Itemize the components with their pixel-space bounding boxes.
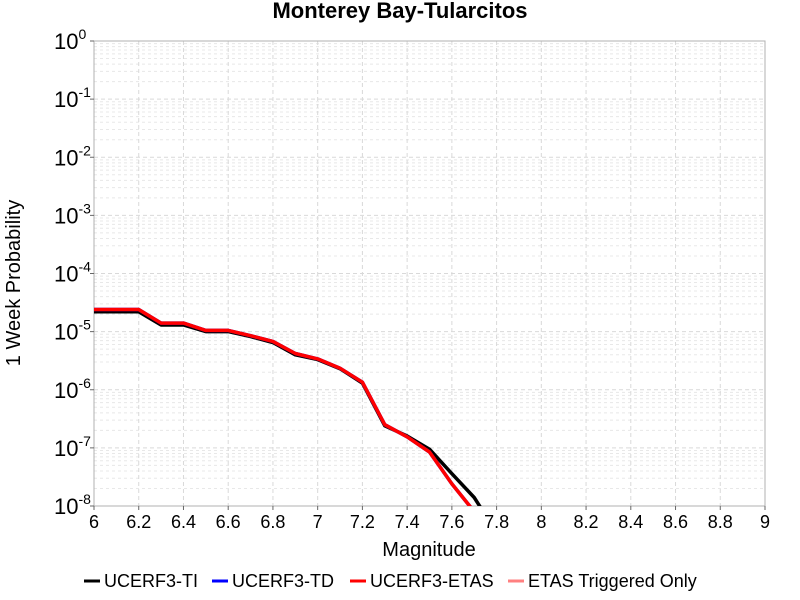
series-lines — [94, 307, 482, 506]
chart-title: Monterey Bay-Tularcitos — [272, 0, 527, 23]
x-tick-label: 6.6 — [216, 512, 241, 532]
y-axis-ticks: 100 10-1 10-2 10-3 10-4 10-5 10-6 10-7 10-8 — [54, 26, 94, 519]
x-axis-label: Magnitude — [382, 539, 475, 561]
legend-label-etas-triggered-only: ETAS Triggered Only — [528, 571, 697, 591]
x-tick-label: 6.4 — [171, 512, 196, 532]
x-axis-ticks: 6 6.2 6.4 6.6 6.8 7 7.2 7.4 7.6 7.8 8 8.2 8.4 8.6 8.8 9 — [89, 506, 770, 532]
x-tick-label: 6 — [89, 512, 99, 532]
x-tick-label: 6.8 — [260, 512, 285, 532]
y-tick-label: 10-8 — [54, 491, 91, 519]
x-tick-label: 8.4 — [618, 512, 643, 532]
legend: UCERF3-TI UCERF3-TD UCERF3-ETAS ETAS Trigge… — [84, 571, 697, 591]
x-tick-label: 8.6 — [663, 512, 688, 532]
x-tick-label: 7.4 — [395, 512, 420, 532]
legend-label-ucerf3-ti: UCERF3-TI — [104, 571, 198, 591]
legend-label-ucerf3-td: UCERF3-TD — [232, 571, 334, 591]
x-tick-label: 8 — [536, 512, 546, 532]
y-tick-label: 10-5 — [54, 317, 91, 345]
y-tick-label: 10-6 — [54, 375, 91, 403]
y-tick-label: 10-4 — [54, 259, 91, 287]
x-tick-label: 6.2 — [126, 512, 151, 532]
y-tick-label: 100 — [54, 26, 86, 54]
x-tick-label: 8.8 — [708, 512, 733, 532]
grid — [93, 40, 766, 507]
y-tick-label: 10-1 — [54, 84, 91, 112]
x-tick-label: 7.8 — [484, 512, 509, 532]
legend-label-ucerf3-etas: UCERF3-ETAS — [370, 571, 494, 591]
x-tick-label: 9 — [760, 512, 770, 532]
x-tick-label: 7 — [313, 512, 323, 532]
x-tick-label: 7.2 — [350, 512, 375, 532]
series-line-ucerf3-etas — [94, 307, 472, 506]
y-tick-label: 10-3 — [54, 200, 91, 228]
x-tick-label: 7.6 — [439, 512, 464, 532]
y-tick-label: 10-2 — [54, 142, 91, 170]
y-axis-label: 1 Week Probability — [3, 200, 25, 366]
y-tick-label: 10-7 — [54, 433, 91, 461]
x-tick-label: 8.2 — [574, 512, 599, 532]
